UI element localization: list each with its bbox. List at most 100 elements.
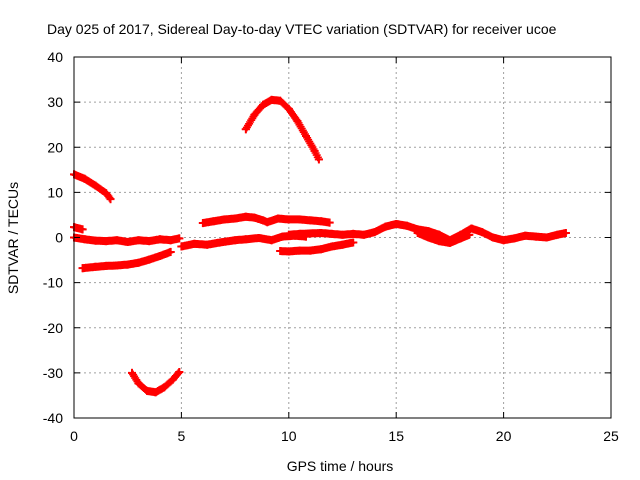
x-axis-label: GPS time / hours [287,458,394,474]
data-point [123,238,132,247]
y-tick-label: 30 [47,94,63,110]
data-point [465,230,474,239]
x-tick-label: 20 [496,428,512,444]
data-point [359,230,368,239]
data-point [102,261,111,270]
data-point [435,237,444,246]
data-point [306,229,315,238]
data-point [160,383,169,392]
series-arc-4 [78,247,175,273]
data-point [106,195,115,204]
plus-markers [70,223,87,234]
x-tick-label: 10 [281,428,297,444]
data-point [456,234,465,243]
data-point [284,230,293,239]
data-point [91,262,100,271]
data-point [327,242,336,251]
data-point [349,229,358,238]
data-point [127,368,136,377]
data-point [241,212,250,221]
data-point [145,255,154,264]
data-point [209,217,218,226]
data-point [381,222,390,231]
data-point [267,236,276,245]
data-point [531,232,540,241]
data-point [145,237,154,246]
x-tick-label: 0 [70,428,78,444]
data-point [78,264,87,273]
data-point [250,213,259,222]
data-point [259,100,268,109]
data-point [488,233,497,242]
data-point [112,236,121,245]
data-point [306,216,315,225]
y-tick-label: -30 [43,365,63,381]
data-point [175,367,184,376]
data-point [338,230,347,239]
data-point [295,229,304,238]
data-point [216,238,225,247]
data-point [278,232,287,241]
data-point [317,245,326,254]
data-point [370,228,379,237]
data-point [424,233,433,242]
data-point [198,219,207,228]
data-point [338,240,347,249]
data-point [314,155,323,164]
data-point [295,215,304,224]
y-tick-label: 0 [55,230,63,246]
data-point [445,238,454,247]
data-point [168,375,177,384]
data-point [259,216,268,225]
data-point [203,240,212,249]
x-tick-label: 5 [178,428,186,444]
data-point [143,386,152,395]
data-point [177,242,186,251]
data-point [231,236,240,245]
series-arc-3 [70,233,184,247]
data-point [467,224,476,233]
data-point [220,215,229,224]
data-point [78,225,87,234]
data-point [241,235,250,244]
data-point [521,231,530,240]
data-point [166,247,175,256]
data-point [134,379,143,388]
series-arc-1 [70,170,115,204]
data-point [295,246,304,255]
data-point [301,131,310,140]
data-point [267,95,276,104]
data-point [254,233,263,242]
data-point [274,214,283,223]
series-arc-8 [241,95,323,164]
plus-markers [78,247,175,273]
data-point [241,125,250,134]
data-point [276,96,285,105]
data-point [325,218,334,227]
data-point [166,236,175,245]
y-tick-label: 40 [47,49,63,65]
data-point [284,104,293,113]
axis-ticks: 0 5 10 15 20 25 -40 -30 -20 -10 0 10 20 30 40 [43,49,619,444]
x-tick-label: 15 [388,428,404,444]
data-point [231,214,240,223]
x-tick-label: 25 [603,428,619,444]
y-tick-label: 20 [47,139,63,155]
data-point [91,236,100,245]
data-point [413,228,422,237]
data-point [293,117,302,126]
data-point [112,261,121,270]
data-point [80,235,89,244]
data-point [80,174,89,183]
data-point [542,233,551,242]
y-tick-label: 10 [47,184,63,200]
data-point [310,146,319,155]
data-point [134,236,143,245]
y-axis-label: SDTVAR / TECUs [5,182,21,294]
data-point [327,229,336,238]
series-arc-11 [413,228,474,247]
data-point [190,239,199,248]
data-point [276,247,285,256]
data-point [102,189,111,198]
